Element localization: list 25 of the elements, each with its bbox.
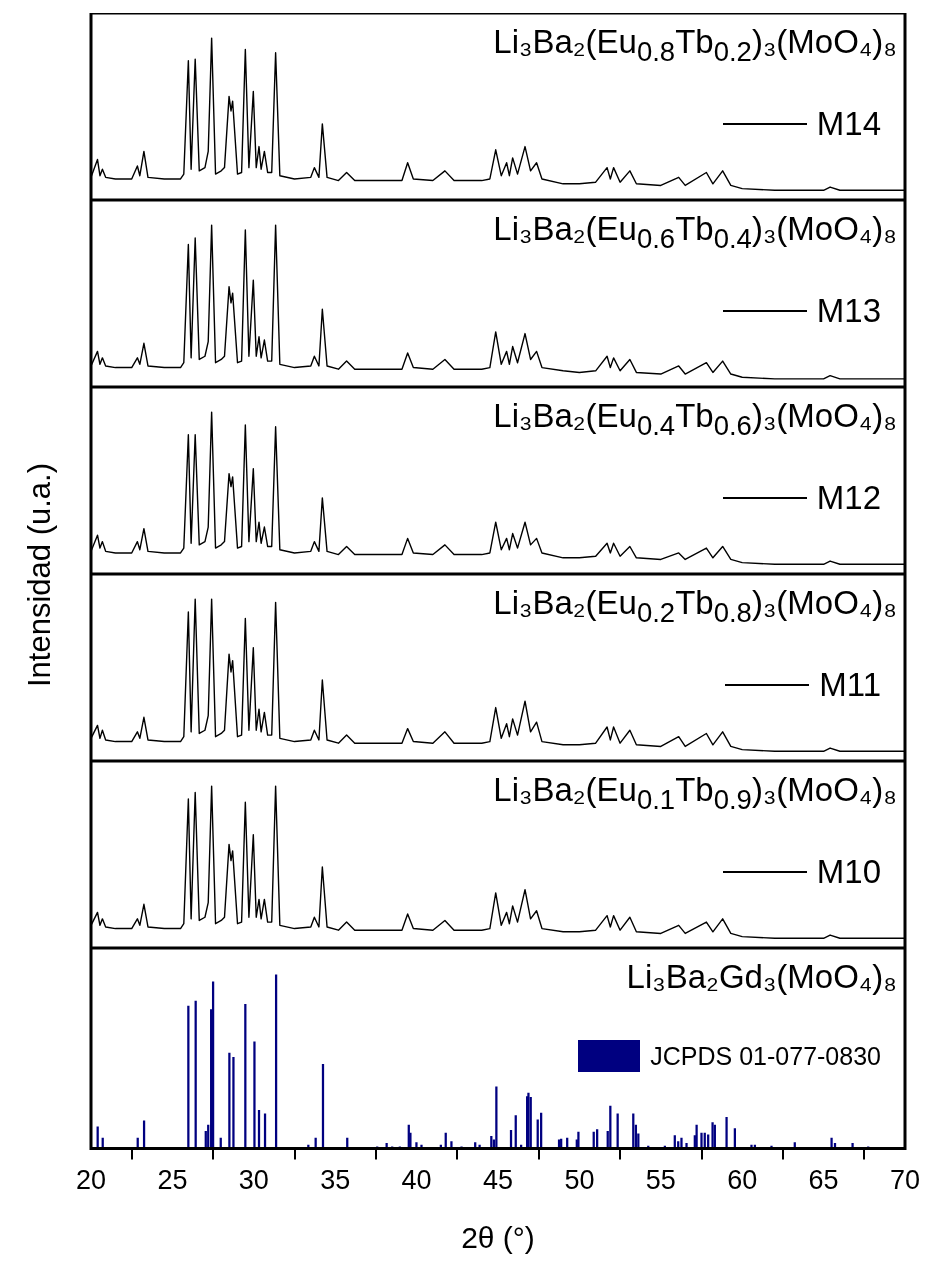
x-tick-label: 55 [645, 1165, 676, 1196]
x-tick-label: 40 [401, 1165, 432, 1196]
x-tick-label: 25 [157, 1165, 188, 1196]
x-tick-label: 20 [75, 1165, 107, 1196]
chart-title: Li₃Ba₂(Eu$_{0.4}$Tb$_{0.6}$)₃(MoO₄)₈ [493, 397, 897, 443]
chart-title: Li₃Ba₂(Eu$_{0.1}$Tb$_{0.9}$)₃(MoO₄)₈ [493, 771, 897, 817]
chart-title: Li₃Ba₂Gd₃(MoO₄)₈ [626, 958, 897, 996]
x-tick-label: 35 [320, 1165, 351, 1196]
legend-label: M10 [816, 853, 881, 891]
chart-title: Li₃Ba₂(Eu$_{0.8}$Tb$_{0.2}$)₃(MoO₄)₈ [493, 23, 897, 69]
legend-label: JCPDS 01-077-0830 [650, 1041, 881, 1071]
x-tick-label: 65 [808, 1165, 839, 1196]
x-tick-label: 50 [564, 1165, 595, 1196]
legend-label: M14 [816, 105, 881, 143]
legend-label: M11 [819, 666, 881, 704]
legend-label: M13 [816, 292, 881, 330]
legend-label: M12 [816, 479, 881, 517]
chart-title: Li₃Ba₂(Eu$_{0.2}$Tb$_{0.8}$)₃(MoO₄)₈ [493, 584, 897, 630]
y-axis-title: Intensidad (u.a.) [22, 462, 58, 688]
chart-title: Li₃Ba₂(Eu$_{0.6}$Tb$_{0.4}$)₃(MoO₄)₈ [493, 210, 897, 256]
x-tick-label: 45 [482, 1165, 514, 1196]
x-axis-title: 2θ (°) [461, 1221, 535, 1255]
x-tick-label: 70 [889, 1165, 921, 1196]
x-tick-label: 30 [238, 1165, 269, 1196]
x-tick-label: 60 [727, 1165, 758, 1196]
